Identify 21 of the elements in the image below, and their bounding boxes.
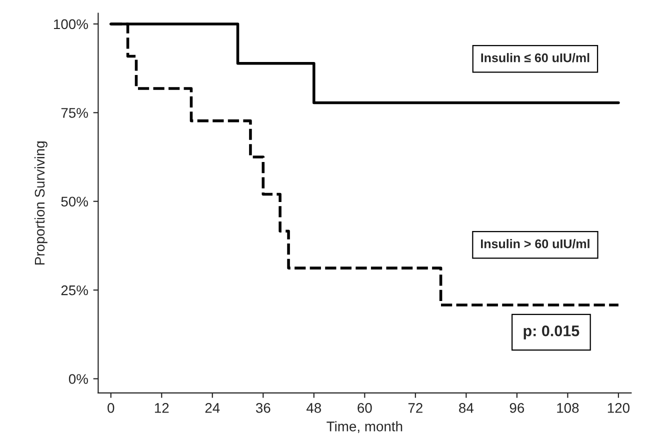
y-tick-label: 75% — [61, 108, 88, 118]
x-tick-label: 12 — [154, 403, 169, 413]
x-axis-title: Time, month — [326, 421, 402, 434]
y-tick-label: 100% — [54, 19, 88, 30]
y-tick-label: 50% — [61, 196, 88, 207]
x-tick-label: 108 — [557, 403, 579, 413]
x-tick-label: 96 — [510, 403, 524, 413]
annotation: p: 0.015 — [524, 325, 580, 340]
x-tick-label: 24 — [205, 403, 220, 413]
text: Insulin ≤ 60 uIU/ml — [481, 53, 590, 62]
x-tick-label: 72 — [408, 403, 422, 413]
y-tick-label: 25% — [61, 285, 88, 296]
x-tick-label: 0 — [108, 403, 114, 413]
x-tick-label: 36 — [256, 403, 270, 413]
x-tick-label: 60 — [358, 403, 372, 413]
y-tick-label: 0% — [68, 374, 88, 384]
text: Insulin > 60 uIU/ml — [481, 239, 590, 248]
x-tick-label: 48 — [306, 403, 322, 413]
x-tick-label: 120 — [608, 403, 630, 413]
x-tick-label: 84 — [459, 403, 474, 413]
y-axis-title: Proportion Surviving — [34, 141, 48, 265]
